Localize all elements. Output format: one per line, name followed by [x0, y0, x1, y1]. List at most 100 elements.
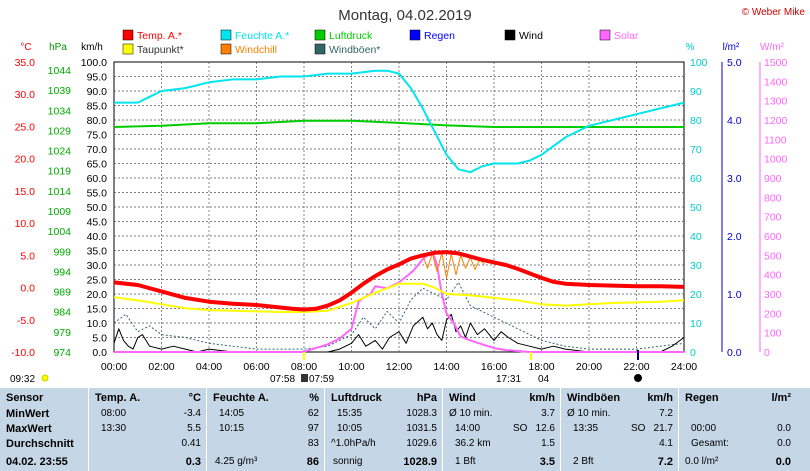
- solar-tick: 1100: [764, 134, 787, 146]
- sunrise-time-2: 07:59: [309, 374, 334, 385]
- wind-bft: 1 Bft: [455, 456, 476, 467]
- stats-pressure-col: Luftdruck hPa 15:35 1028.3 10:05 1031.5 …: [324, 388, 443, 471]
- series-feuchte-a: [114, 69, 685, 174]
- legend-label: Windchill: [235, 44, 277, 56]
- gust-max-time: 13:35: [573, 423, 599, 434]
- humidity-avg: 83: [307, 438, 319, 449]
- legend-label: Temp. A.*: [137, 30, 182, 42]
- wind-header: Wind: [449, 392, 476, 404]
- pressure-min: 1028.3: [406, 408, 437, 419]
- wind-tick: 20.0: [87, 289, 108, 301]
- solar-tick: 900: [764, 173, 782, 185]
- stats-rain-col: Regen l/m² 00:00 0.0 Gesamt: 0.0 0.0 l/m…: [678, 388, 797, 471]
- x-tick: 08:00: [291, 361, 317, 373]
- legend-label: Taupunkt*: [137, 44, 184, 56]
- gust-max-dir: SO: [631, 423, 646, 434]
- sunset-time: 17:31: [496, 374, 521, 385]
- wind-tick: 95.0: [87, 72, 108, 84]
- wind-tick: 85.0: [87, 101, 108, 113]
- rain-total: 0.0: [777, 438, 791, 449]
- temp-tick: 30.0: [15, 89, 36, 101]
- pressure-tick: 984: [53, 307, 71, 319]
- wind-tick: 15.0: [87, 304, 108, 316]
- humidity-unit: %: [309, 392, 319, 404]
- legend-swatch: [220, 43, 232, 55]
- humidity-max-time: 10:15: [219, 423, 245, 434]
- humidity-tick: 90: [690, 86, 702, 98]
- legend-label: Feuchte A.*: [235, 30, 289, 42]
- plot-area: [113, 69, 685, 353]
- pressure-tick: 979: [53, 327, 71, 339]
- series-taupunkt: [113, 282, 685, 313]
- gust-current: 7.2: [657, 456, 673, 468]
- rain-tick: 3.0: [727, 173, 742, 185]
- pressure-tick: 989: [53, 287, 71, 299]
- humidity-header: Feuchte A.: [213, 392, 269, 404]
- solar-tick: 800: [764, 192, 782, 204]
- x-tick: 06:00: [243, 361, 269, 373]
- temp-tick: 35.0: [15, 57, 36, 69]
- x-tick: 00:00: [101, 361, 127, 373]
- pressure-tick: 1044: [48, 65, 72, 77]
- pressure-tick: 1014: [48, 186, 72, 198]
- solar-unit-label: W/m²: [760, 42, 785, 53]
- wind-tick: 30.0: [87, 260, 108, 272]
- solar-tick: 1300: [764, 96, 788, 108]
- solar-tick: 100: [764, 328, 782, 340]
- wind-tick: 40.0: [87, 231, 108, 243]
- pressure-current: 1028.9: [403, 456, 437, 468]
- moon-icon: [634, 374, 642, 382]
- pressure-tick: 974: [53, 347, 71, 359]
- legend-label: Regen: [424, 30, 455, 42]
- wind-tick: 75.0: [87, 130, 108, 142]
- rain-tick: 2.0: [727, 231, 742, 243]
- sunrise-time: 07:58: [270, 374, 295, 385]
- max-label: MaxWert: [6, 423, 52, 435]
- solar-tick: 1400: [764, 76, 788, 88]
- weather-chart: Montag, 04.02.2019 © Weber Mike Temp. A.…: [10, 7, 805, 385]
- temp-max-time: 13:30: [101, 423, 127, 434]
- temp-unit: °C: [188, 392, 201, 404]
- temp-tick: 0.0: [20, 283, 35, 295]
- pressure-tick: 1024: [48, 146, 72, 158]
- pressure-tick: 1029: [48, 125, 72, 137]
- gust-avg2: 4.1: [659, 438, 673, 449]
- stats-gust-col: Windböen km/h Ø 10 min. 7.2 13:35 SO 21.…: [560, 388, 679, 471]
- wind-tick: 25.0: [87, 275, 108, 287]
- wind-tick: 10.0: [87, 318, 108, 330]
- sunrise-icon: [301, 374, 308, 382]
- rain-tick: 1.0: [727, 289, 742, 301]
- temp-tick: 25.0: [15, 121, 36, 133]
- rain-header: Regen: [685, 392, 719, 404]
- wind-max-dir: SO: [513, 423, 528, 434]
- temp-tick: 10.0: [15, 218, 36, 230]
- legend-swatch: [122, 29, 134, 41]
- legend-swatch: [314, 29, 326, 41]
- legend-label: Wind: [519, 30, 543, 42]
- pressure-unit: hPa: [416, 392, 437, 404]
- x-tick: 22:00: [623, 361, 649, 373]
- wind-tick: 80.0: [87, 115, 108, 127]
- pressure-tick: 1004: [48, 226, 72, 238]
- rain-tick: 0.0: [727, 347, 742, 359]
- wind-unit: km/h: [529, 392, 555, 404]
- rain-unit-label: l/m²: [723, 42, 740, 53]
- x-tick: 10:00: [338, 361, 364, 373]
- humidity-tick: 80: [690, 115, 702, 127]
- rain-total-label: Gesamt:: [691, 438, 729, 449]
- series-wind: [113, 313, 685, 353]
- solar-tick: 1200: [764, 115, 788, 127]
- avg-label: Durchschnitt: [6, 438, 74, 450]
- humidity-tick: 20: [690, 289, 702, 301]
- x-tick: 18:00: [528, 361, 554, 373]
- legend-label: Luftdruck: [329, 30, 373, 42]
- legend-label: Solar: [614, 30, 639, 42]
- pressure-tick: 999: [53, 246, 71, 258]
- humidity-min: 62: [307, 408, 319, 419]
- humidity-tick: 60: [690, 173, 702, 185]
- rain-time: 00:00: [691, 423, 717, 434]
- wind-max-time: 14:00: [455, 423, 481, 434]
- x-tick: 20:00: [576, 361, 602, 373]
- gust-avg: 7.2: [659, 408, 673, 419]
- temp-header: Temp. A.: [95, 392, 141, 404]
